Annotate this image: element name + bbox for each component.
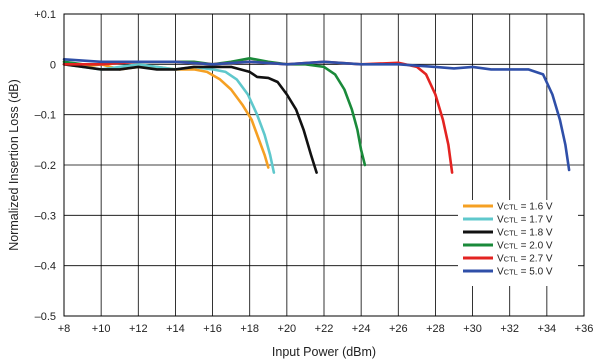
x-tick-label: +36	[575, 323, 594, 335]
legend-label: VCTL = 1.7 V	[497, 215, 553, 226]
x-tick-label: +24	[352, 323, 371, 335]
y-tick-label: –0.3	[35, 210, 56, 222]
legend-label: VCTL = 1.8 V	[497, 228, 553, 239]
y-tick-labels: +0.1 0 –0.1 –0.2 –0.3 –0.4 –0.5	[34, 9, 56, 323]
legend-label: VCTL = 2.7 V	[497, 254, 553, 265]
x-tick-label: +12	[129, 323, 148, 335]
x-tick-label: +14	[166, 323, 185, 335]
y-tick-label: –0.5	[35, 311, 56, 323]
x-tick-label: +34	[538, 323, 557, 335]
y-tick-label: –0.1	[35, 110, 56, 122]
x-tick-label: +16	[203, 323, 222, 335]
plot-frame	[63, 13, 585, 317]
x-tick-label: +20	[278, 323, 297, 335]
y-axis-label: Normalized Insertion Loss (dB)	[7, 79, 21, 251]
series-line	[62, 58, 571, 172]
x-tick-label: +10	[92, 323, 111, 335]
series-line	[62, 63, 276, 174]
x-tick-label: +28	[426, 323, 445, 335]
y-tick-label: +0.1	[34, 9, 56, 21]
x-tick-label: +32	[500, 323, 519, 335]
x-tick-label: +22	[315, 323, 334, 335]
x-tick-label: +26	[389, 323, 408, 335]
x-tick-labels: +8 +10 +12 +14 +16 +18 +20 +22 +24 +26 +28 +30 +32 +3…	[58, 323, 594, 335]
x-axis-label: Input Power (dBm)	[272, 345, 376, 359]
x-tick-label: +30	[463, 323, 482, 335]
y-tick-label: –0.2	[35, 160, 56, 172]
legend-label: VCTL = 5.0 V	[497, 267, 553, 278]
x-tick-label: +8	[58, 323, 71, 335]
legend-label: VCTL = 1.6 V	[497, 202, 553, 213]
y-tick-label: 0	[50, 59, 56, 71]
x-tick-label: +18	[240, 323, 259, 335]
series-lines	[62, 57, 571, 174]
legend: VCTL = 1.6 V VCTL = 1.7 V VCTL = 1.8 V VCTL…	[458, 200, 578, 286]
legend-label: VCTL = 2.0 V	[497, 241, 553, 252]
series-line	[62, 63, 318, 174]
series-line	[62, 57, 367, 167]
y-tick-label: –0.4	[35, 261, 56, 273]
